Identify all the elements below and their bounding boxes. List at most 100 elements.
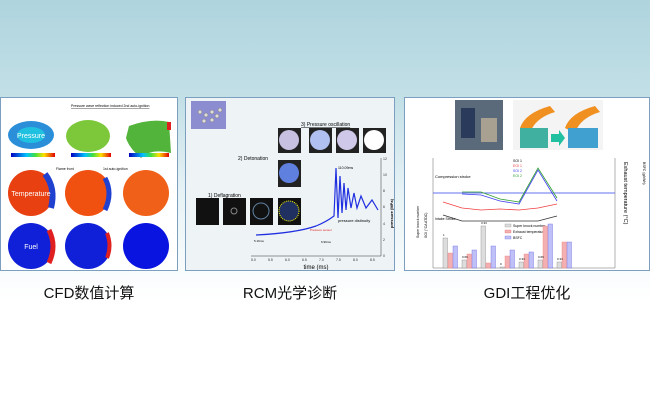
x-tick: 8.0	[353, 258, 358, 262]
y-right-label: Exhaust temperature (°C)	[622, 162, 628, 225]
temperature-map-3	[123, 170, 169, 216]
x-tick: 6	[555, 270, 557, 271]
pressure-label: Pressure	[17, 133, 45, 140]
x-tick: 7.0	[319, 258, 324, 262]
period-label: 110.09ms	[338, 166, 353, 170]
bar-label: 0.66	[462, 255, 468, 259]
soi2-line	[461, 169, 558, 205]
deflagration-label: 1) Deflagration	[208, 193, 241, 199]
bar	[561, 241, 567, 269]
bar	[490, 245, 496, 269]
x-axis-label: time (ms)	[304, 265, 329, 271]
rcm-figure: 3) Pressure oscillation 2) Detonation 1)…	[191, 101, 394, 271]
auto-ignition-label: 1st auto-ignition	[103, 167, 128, 171]
bar	[518, 261, 524, 269]
svg-text:Super knock number: Super knock number	[513, 224, 546, 228]
molecule-image	[191, 101, 226, 129]
x-tick: 3	[498, 270, 500, 271]
gdi-figure: Super knock number SOI (°CA ATDC) Exhaus…	[416, 100, 646, 271]
y-tick: 6	[383, 205, 385, 209]
x-tick: 6.0	[285, 258, 290, 262]
x-tick: 8.5	[370, 258, 375, 262]
bar	[442, 237, 448, 269]
eoi1-line	[442, 201, 558, 211]
bar-label: 1	[443, 233, 445, 237]
intake-label: Intake Stroke	[435, 217, 456, 221]
fuel-map-2	[65, 223, 111, 269]
rcm-figure-panel: 3) Pressure oscillation 2) Detonation 1)…	[185, 97, 395, 271]
oscillation-label: 3) Pressure oscillation	[301, 122, 350, 128]
svg-text:SOI 1: SOI 1	[513, 159, 522, 163]
caption-gdi: GDI工程优化	[483, 285, 571, 302]
temperature-label: Temperature	[11, 191, 50, 198]
annotation-top: Pressure wave reflection induced 2nd aut…	[71, 104, 149, 108]
bar	[523, 253, 529, 269]
soi1-line	[442, 214, 558, 222]
caption-rcm: RCM光学诊断	[242, 285, 338, 302]
y-tick: 12	[383, 157, 387, 161]
cfd-figure-panel: Pressure wave reflection induced 2nd aut…	[0, 97, 178, 271]
bar	[499, 266, 505, 269]
y-tick: 4	[383, 222, 385, 226]
x-tick: 7.5	[336, 258, 341, 262]
bar-groups: 1 0.66 3.33 0 0.33 0.66 0.33	[442, 221, 572, 269]
x-tick: 1	[460, 270, 462, 271]
svg-text:EOI 1: EOI 1	[513, 164, 522, 168]
bar-label: 0.66	[538, 255, 544, 259]
bar	[485, 262, 491, 269]
bar	[556, 261, 562, 269]
bar	[471, 249, 477, 269]
x-tick: 4	[517, 270, 519, 271]
svg-text:EOI 2: EOI 2	[513, 174, 522, 178]
legend-top: SOI 1 EOI 1 SOI 2 EOI 2	[513, 159, 522, 178]
pressure-shape-2	[66, 120, 110, 152]
flame-front-label: Flame front	[56, 167, 74, 171]
bar	[509, 249, 515, 269]
bar	[466, 253, 472, 269]
y-tick: 2	[383, 238, 385, 242]
discontinuity-label: pressure distinuity	[338, 218, 370, 223]
x-tick: 6.5	[302, 258, 307, 262]
time-marker-2: 6.99ms	[321, 240, 331, 244]
pressure-trace	[255, 167, 379, 236]
svg-text:SOI 2: SOI 2	[513, 169, 522, 173]
y-left-label: Super knock number	[416, 205, 420, 238]
bar-label: 0.33	[519, 257, 525, 261]
temperature-map-1	[8, 170, 54, 216]
gdi-figure-panel: Super knock number SOI (°CA ATDC) Exhaus…	[404, 97, 650, 271]
time-marker-1: 5.16ms	[254, 239, 264, 243]
fuel-label: Fuel	[24, 244, 38, 251]
caption-cfd: CFD数值计算	[43, 285, 135, 302]
fuel-map-3	[123, 223, 169, 269]
bar	[542, 225, 548, 269]
bar-label: 0.33	[557, 257, 563, 261]
temperature-map-2	[65, 170, 111, 216]
svg-text:Exhaust temperature: Exhaust temperature	[513, 230, 546, 234]
x-tick: 5.0	[251, 258, 256, 262]
x-tick: 2	[479, 270, 481, 271]
bar	[447, 252, 453, 269]
bar	[566, 241, 572, 269]
fuel-map-1	[8, 223, 54, 269]
bar	[547, 223, 553, 269]
x-tick: 7	[574, 270, 576, 271]
svg-text:BSFC: BSFC	[513, 236, 523, 240]
photo-frames	[196, 128, 386, 225]
y-right2-label: BSFC (g/kWh)	[642, 162, 646, 185]
sensor-label: Pressure sensor	[310, 228, 332, 232]
eoi2-line	[462, 167, 558, 203]
compression-label: Compression stroke	[435, 174, 471, 179]
pressure-shape-3	[126, 120, 171, 158]
bar	[480, 225, 486, 269]
bar	[461, 259, 467, 269]
y-tick: 0	[383, 254, 385, 258]
detonation-label: 2) Detonation	[238, 156, 268, 162]
y-tick: 10	[383, 173, 387, 177]
bar	[452, 245, 458, 269]
x-tick: 5	[536, 270, 538, 271]
bar	[528, 251, 534, 269]
cfd-figure: Pressure wave reflection induced 2nd aut…	[8, 104, 171, 269]
y-left2-label: SOI (°CA ATDC)	[424, 213, 428, 238]
y-axis-label: pressure (MPa)	[389, 198, 394, 228]
bar-label: 0	[500, 262, 502, 266]
